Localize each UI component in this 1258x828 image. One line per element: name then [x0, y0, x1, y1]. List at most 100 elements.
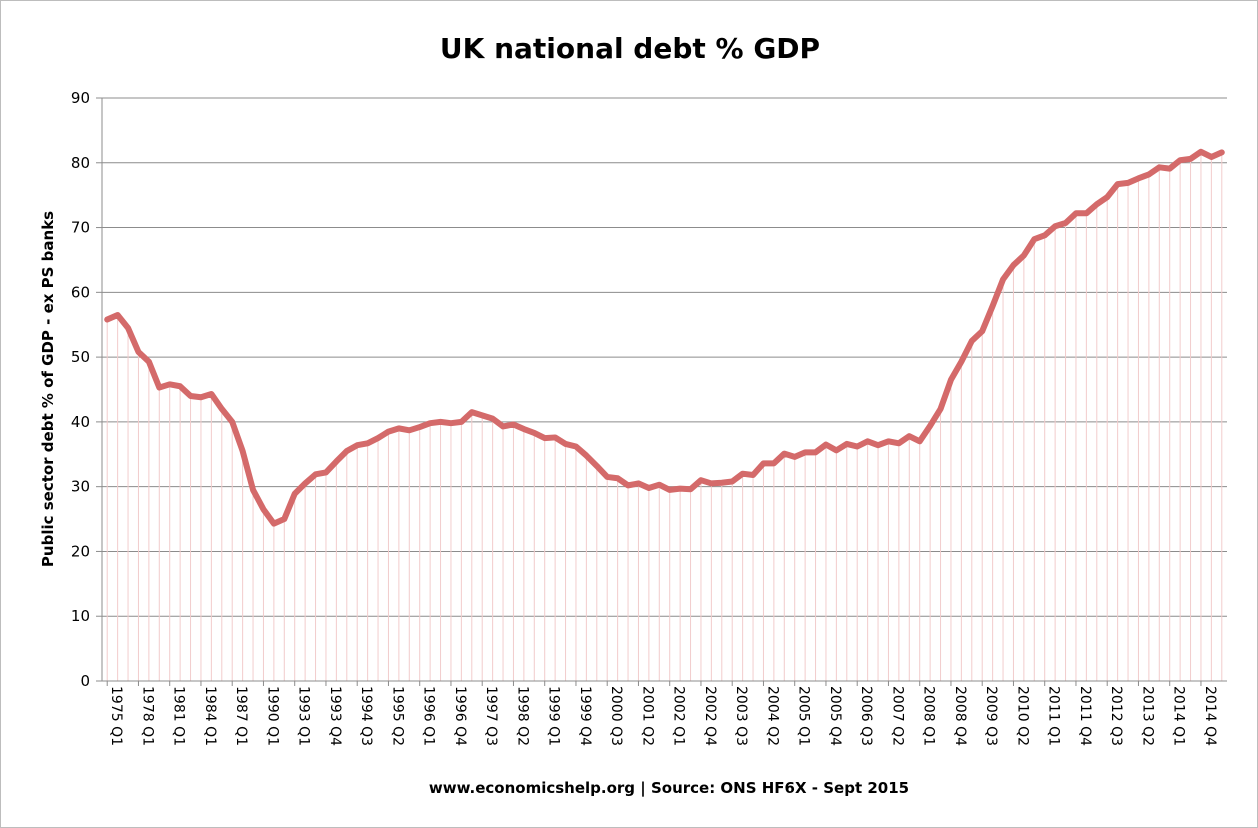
y-tick-label: 30 — [71, 478, 90, 496]
data-point — [1179, 159, 1181, 161]
data-point — [595, 465, 598, 467]
x-tick-label: 2011 Q4 — [1077, 686, 1093, 746]
data-point — [1095, 203, 1098, 206]
x-tick-label: 1978 Q1 — [139, 686, 155, 746]
data-point — [137, 351, 140, 353]
x-tick-label: 1990 Q1 — [264, 686, 280, 746]
data-point — [210, 393, 213, 395]
x-tick-label: 2006 Q3 — [858, 686, 874, 746]
chart-title: UK national debt % GDP — [440, 32, 820, 65]
data-point — [637, 482, 640, 485]
data-point — [241, 450, 244, 452]
data-point — [793, 456, 796, 458]
data-point — [1148, 173, 1150, 176]
x-tick-label: 1981 Q1 — [171, 686, 187, 746]
data-point — [502, 425, 504, 428]
x-tick-label: 2002 Q1 — [671, 686, 687, 746]
data-point — [1023, 254, 1025, 257]
data-point — [1106, 196, 1109, 198]
x-tick-label: 2014 Q1 — [1171, 686, 1187, 746]
data-point — [168, 383, 171, 386]
data-point — [606, 476, 609, 478]
data-point — [491, 417, 494, 420]
data-point — [668, 489, 671, 491]
data-point — [616, 477, 619, 480]
data-point — [908, 435, 911, 437]
data-point — [1116, 183, 1119, 185]
y-tick-label: 70 — [71, 219, 90, 237]
data-point — [585, 454, 588, 457]
data-point — [679, 487, 681, 490]
y-tick-label: 50 — [71, 348, 90, 366]
data-point — [543, 437, 546, 439]
series-line — [104, 148, 1225, 527]
data-point — [283, 518, 286, 520]
y-tick-label: 90 — [71, 89, 90, 107]
data-point — [835, 449, 838, 452]
data-point — [1137, 177, 1140, 180]
data-point — [158, 386, 161, 389]
data-point — [1189, 158, 1192, 160]
data-point — [273, 522, 275, 525]
data-point — [418, 426, 421, 428]
data-point — [627, 484, 629, 487]
data-point — [189, 395, 192, 397]
data-point — [293, 492, 296, 495]
data-point — [929, 424, 931, 427]
data-point — [898, 442, 900, 445]
data-point — [450, 422, 452, 424]
data-point — [1075, 212, 1077, 215]
data-point — [648, 487, 650, 489]
data-point — [887, 440, 890, 443]
x-tick-label: 2002 Q4 — [702, 686, 718, 746]
data-point — [773, 462, 775, 465]
y-tick-label: 10 — [71, 607, 90, 625]
x-tick-label: 2012 Q3 — [1108, 686, 1124, 746]
data-point — [1200, 150, 1202, 153]
data-point — [918, 440, 921, 443]
data-point — [116, 314, 119, 316]
data-point — [481, 414, 484, 417]
data-point — [1127, 182, 1129, 184]
data-point — [866, 440, 869, 443]
data-point — [262, 508, 265, 511]
data-point — [200, 396, 202, 399]
x-tick-label: 1993 Q1 — [296, 686, 312, 746]
x-tick-label: 1993 Q4 — [327, 686, 343, 746]
data-point — [689, 488, 692, 491]
data-point — [366, 442, 369, 445]
data-point — [981, 330, 984, 333]
data-point — [1220, 151, 1223, 154]
data-point — [575, 445, 577, 448]
x-tick-label: 2000 Q3 — [608, 686, 624, 746]
data-point — [398, 427, 400, 430]
x-tick-label: 2005 Q1 — [796, 686, 812, 746]
x-tick-label: 2008 Q4 — [952, 686, 968, 746]
data-point — [1064, 222, 1067, 224]
data-point — [731, 480, 734, 483]
data-point — [825, 443, 827, 446]
x-tick-label: 1975 Q1 — [108, 686, 124, 746]
data-point — [856, 445, 859, 448]
data-point — [533, 432, 536, 434]
source-note: www.economicshelp.org | Source: ONS HF6X… — [429, 779, 909, 798]
data-point — [429, 422, 431, 424]
data-point — [345, 450, 348, 452]
x-tick-label: 2008 Q1 — [921, 686, 937, 746]
data-point — [700, 479, 702, 481]
y-tick-label: 80 — [71, 154, 90, 172]
data-point — [148, 360, 150, 363]
data-point — [991, 305, 994, 307]
x-tick-label: 1994 Q3 — [358, 686, 374, 746]
axes — [101, 98, 1227, 682]
gridlines — [96, 97, 1227, 682]
data-point — [804, 451, 806, 454]
data-point — [1158, 166, 1161, 169]
data-point — [950, 378, 952, 381]
data-point — [325, 471, 327, 474]
data-point — [377, 437, 379, 439]
y-axis-label: Public sector debt % of GDP - ex PS bank… — [39, 211, 57, 567]
data-point — [1043, 234, 1046, 237]
data-point — [523, 428, 525, 430]
